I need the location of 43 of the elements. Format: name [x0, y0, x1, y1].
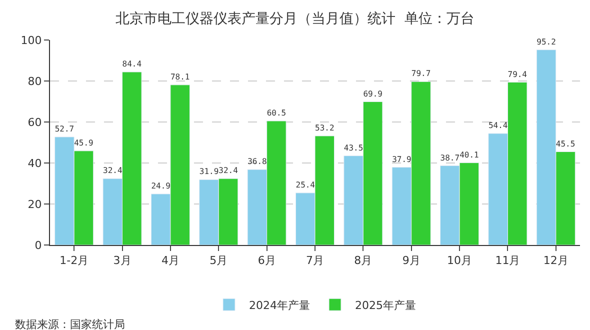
x-tick-label: 6月 — [258, 254, 276, 268]
data-label: 60.5 — [266, 108, 286, 118]
data-label: 54.4 — [488, 121, 508, 130]
data-label: 40.1 — [460, 150, 479, 160]
data-label: 78.1 — [170, 72, 190, 82]
x-tick-label: 9月 — [402, 254, 420, 268]
data-label: 36.8 — [248, 157, 267, 166]
data-label: 69.9 — [363, 89, 383, 98]
data-label: 32.4 — [103, 166, 122, 176]
legend-label: 2024年产量 — [249, 298, 310, 312]
data-label: 79.4 — [508, 70, 528, 79]
data-label: 25.4 — [296, 180, 316, 190]
data-label: 24.9 — [151, 182, 171, 191]
data-label: 45.9 — [74, 138, 94, 148]
data-label: 31.9 — [199, 167, 219, 176]
data-label: 79.7 — [411, 69, 431, 78]
data-label: 95.2 — [536, 37, 556, 46]
x-tick-label: 4月 — [161, 254, 180, 268]
data-label: 84.4 — [122, 60, 142, 69]
data-label: 53.2 — [315, 124, 334, 133]
x-tick-label: 11月 — [495, 254, 520, 268]
x-tick-label: 3月 — [113, 254, 132, 268]
x-tick-label: 12月 — [543, 254, 568, 268]
y-tick-label: 40 — [28, 156, 42, 170]
data-label: 45.5 — [556, 139, 576, 148]
data-label: 37.9 — [392, 154, 412, 164]
x-tick-label: 5月 — [210, 254, 228, 268]
y-tick-label: 80 — [28, 74, 42, 88]
source-note: 数据来源：国家统计局 — [15, 318, 125, 330]
data-label: 52.7 — [54, 124, 74, 134]
chart-title: 北京市电工仪器仪表产量分月（当月值）统计 单位：万台 — [116, 11, 474, 27]
y-tick-label: 20 — [28, 198, 42, 211]
data-label: 43.5 — [344, 143, 364, 152]
x-tick-label: 8月 — [354, 254, 372, 268]
y-tick-label: 100 — [20, 34, 42, 47]
x-tick-label: 7月 — [306, 254, 324, 268]
legend-label: 2025年产量 — [355, 298, 416, 312]
x-tick-label: 10月 — [447, 254, 472, 268]
y-tick-label: 60 — [28, 116, 42, 129]
x-tick-label: 1-2月 — [60, 254, 89, 268]
data-label: 32.4 — [218, 166, 238, 176]
y-tick-label: 0 — [34, 238, 42, 252]
data-label: 38.7 — [440, 153, 460, 162]
